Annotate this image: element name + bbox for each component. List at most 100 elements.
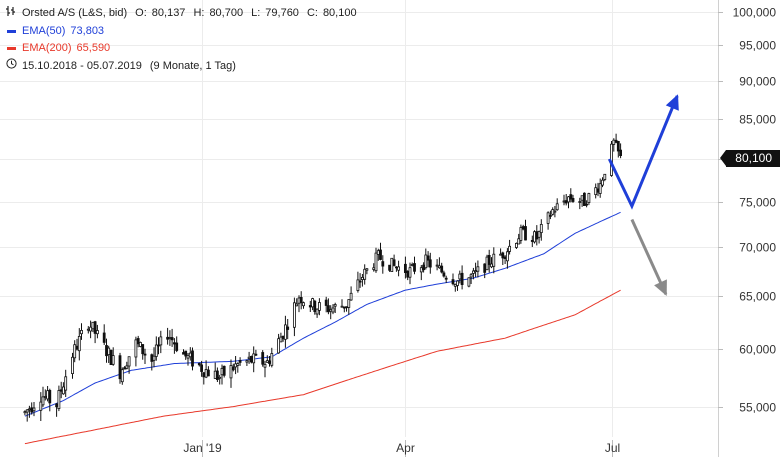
- candle-body: [186, 354, 190, 359]
- candle-body: [345, 306, 348, 309]
- candle-body: [467, 277, 471, 287]
- candle-body: [268, 360, 271, 364]
- candle-body: [55, 403, 58, 408]
- candle-body: [394, 266, 398, 269]
- y-tick-label: 65,000: [739, 290, 776, 304]
- date-range-note: (9 Monate, 1 Tag): [149, 59, 236, 72]
- candle: [315, 308, 319, 318]
- candle-body: [317, 302, 321, 311]
- ema200-value: 65,590: [76, 42, 111, 54]
- candle-body: [299, 296, 303, 304]
- candle: [517, 233, 521, 245]
- candle-body: [539, 223, 543, 233]
- candle-body: [59, 389, 63, 392]
- date-range: 15.10.2018 - 05.07.2019: [22, 59, 142, 72]
- y-axis: 55,00060,00065,00070,00075,00080,00085,0…: [718, 6, 776, 415]
- candle: [125, 361, 129, 370]
- candle-body: [136, 338, 140, 345]
- candle: [215, 367, 219, 382]
- candle: [603, 173, 607, 182]
- candle-body: [80, 329, 83, 335]
- candle-body: [141, 344, 145, 355]
- candle: [302, 301, 305, 309]
- candle: [485, 254, 489, 271]
- candle-body: [238, 360, 242, 363]
- candle-body: [311, 298, 315, 308]
- candle: [442, 270, 446, 278]
- candle-body: [469, 274, 473, 278]
- candle: [57, 385, 61, 412]
- candle: [326, 298, 330, 315]
- y-tick-label: 55,000: [739, 401, 776, 415]
- candle-body: [46, 390, 49, 400]
- candle-body: [397, 266, 401, 271]
- candle-body: [381, 261, 385, 267]
- candle: [64, 369, 68, 397]
- y-tick-label: 85,000: [739, 113, 776, 127]
- candle: [89, 320, 92, 339]
- candle-body: [403, 263, 407, 273]
- candle: [571, 194, 575, 203]
- candle: [598, 178, 602, 198]
- candle: [263, 360, 267, 378]
- candle: [71, 352, 74, 379]
- candle: [519, 224, 523, 244]
- candle-body: [365, 268, 369, 271]
- candle: [317, 298, 321, 316]
- candle-body: [474, 270, 478, 273]
- candle-body: [515, 242, 518, 248]
- candle-body: [619, 149, 622, 157]
- candle: [261, 350, 265, 367]
- candle: [524, 219, 527, 241]
- candle: [456, 280, 459, 291]
- candle: [397, 260, 401, 277]
- candle-body: [109, 349, 113, 365]
- candle: [549, 210, 552, 220]
- candle: [184, 350, 188, 360]
- candle-body: [503, 256, 507, 259]
- candle: [539, 219, 543, 241]
- candle-body: [476, 266, 480, 272]
- candle-body: [188, 352, 192, 358]
- candle-body: [460, 272, 464, 285]
- candle-body: [25, 409, 29, 413]
- candle-body: [456, 280, 459, 286]
- candle: [515, 242, 518, 249]
- candle: [381, 255, 385, 274]
- candle: [231, 363, 235, 372]
- candle: [252, 346, 256, 373]
- candle: [295, 298, 299, 307]
- candle-body: [249, 355, 253, 363]
- y-tick-label: 95,000: [739, 39, 776, 53]
- ohlc-open-label: O:: [135, 7, 147, 19]
- candle-body: [533, 231, 536, 243]
- candle: [41, 386, 45, 407]
- candle-body: [453, 283, 457, 287]
- candle-body: [333, 304, 337, 307]
- candle-body: [349, 292, 353, 301]
- candle: [619, 143, 622, 159]
- candle-body: [75, 345, 79, 350]
- candle-body: [157, 344, 160, 347]
- candle: [39, 392, 43, 421]
- candle-body: [234, 363, 238, 368]
- candle: [585, 200, 588, 208]
- candle-body: [379, 249, 382, 260]
- candle-body: [64, 376, 68, 391]
- candle-body: [358, 280, 362, 283]
- candle-body: [204, 369, 208, 378]
- candle-body: [347, 299, 351, 308]
- candle-body: [521, 226, 525, 230]
- candle: [374, 247, 378, 273]
- candle-body: [422, 264, 426, 271]
- candle: [469, 273, 473, 284]
- ema200-path: [24, 289, 621, 445]
- candle: [390, 257, 394, 272]
- candle-body: [57, 390, 61, 410]
- candle-body: [286, 326, 290, 330]
- candle-body: [614, 139, 618, 143]
- ema50-swatch: [7, 29, 16, 33]
- candle: [467, 277, 471, 288]
- candle: [136, 335, 140, 348]
- candle: [413, 256, 416, 275]
